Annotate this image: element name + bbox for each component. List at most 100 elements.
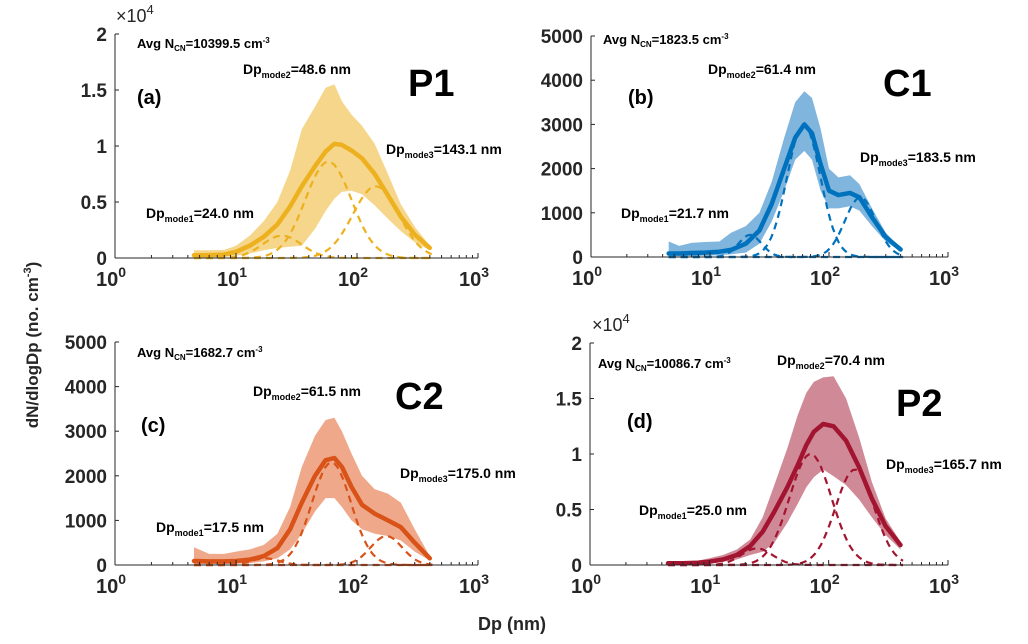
panel-label: (c)	[141, 415, 165, 437]
x-tick-base: 10	[459, 576, 481, 598]
mode-label-sub: mode3	[879, 158, 908, 168]
avg-ncn-sub: CN	[174, 44, 186, 53]
x-tick-label: 102	[338, 264, 368, 291]
mean-line	[191, 455, 433, 564]
x-tick-label: 101	[690, 571, 720, 598]
mode-label-value: =175.0 nm	[448, 465, 516, 481]
y-axis-title: dN/dlogDp (no. cm-3)	[22, 262, 42, 429]
x-tick-exp: 0	[118, 571, 126, 587]
site-label: P2	[896, 383, 942, 425]
site-label: P1	[408, 63, 454, 105]
x-tick-base: 10	[690, 576, 712, 598]
y-tick-label: 5000	[65, 333, 107, 354]
x-tick-base: 10	[338, 576, 360, 598]
x-tick-exp: 2	[832, 263, 840, 279]
y-tick-label: 0.5	[556, 501, 583, 522]
x-tick-label: 100	[571, 571, 601, 598]
x-tick-exp: 0	[593, 571, 601, 587]
avg-ncn-sup: -3	[724, 356, 732, 365]
x-tick-exp: 3	[951, 263, 959, 279]
panel-label: (b)	[628, 87, 654, 109]
avg-ncn-sup: -3	[255, 345, 263, 354]
x-tick-label: 100	[572, 263, 602, 290]
mode-label-value: =143.1 nm	[434, 141, 502, 157]
y-tick-label: 2	[571, 334, 582, 355]
y-tick-label: 0.5	[81, 193, 108, 214]
y-tick-label: 2	[96, 25, 107, 46]
mode-label-dp: Dp	[156, 519, 175, 535]
x-tick-label: 100	[96, 264, 126, 291]
mode-label-1: Dpmode1=17.5 nm	[156, 519, 264, 538]
avg-ncn-sup: -3	[263, 36, 271, 45]
mode-label-dp: Dp	[777, 352, 796, 368]
x-tick-base: 10	[810, 268, 832, 290]
mode-label-dp: Dp	[639, 502, 658, 518]
mode-label-2: Dpmode2=48.6 nm	[243, 61, 351, 80]
y-tick-label: 1000	[541, 204, 583, 225]
avg-ncn-prefix: Avg N	[598, 356, 635, 371]
x-tick-label: 103	[929, 571, 959, 598]
x-tick-base: 10	[929, 268, 951, 290]
mode-label-1: Dpmode1=24.0 nm	[146, 205, 254, 224]
mode-label-sub: mode1	[658, 511, 687, 521]
x-tick-base: 10	[459, 269, 481, 291]
x-tick-exp: 3	[951, 571, 959, 587]
avg-ncn-sub: CN	[635, 364, 647, 373]
avg-ncn-sub: CN	[640, 40, 652, 49]
panel-label: (a)	[137, 87, 161, 109]
y-tick-label: 3000	[541, 115, 583, 136]
mode-label-sub: mode1	[640, 214, 669, 224]
mean-line	[665, 421, 903, 566]
y-tick-label: 0	[571, 556, 582, 577]
mode-label-2: Dpmode2=61.5 nm	[253, 383, 361, 402]
mode-label-dp: Dp	[386, 141, 405, 157]
avg-ncn-prefix: Avg N	[603, 32, 640, 47]
x-tick-label: 102	[338, 571, 368, 598]
std-band	[668, 376, 901, 565]
x-tick-base: 10	[217, 269, 239, 291]
y-tick-label: 1000	[65, 511, 107, 532]
mode-label-dp: Dp	[400, 465, 419, 481]
avg-ncn-label: Avg NCN=10399.5 cm-3	[137, 36, 270, 53]
y-multiplier-base: ×10	[116, 6, 147, 26]
mode-label-3: Dpmode3=165.7 nm	[886, 456, 1002, 475]
mode-label-value: =70.4 nm	[825, 352, 885, 368]
y-multiplier-base: ×10	[592, 315, 623, 335]
x-tick-base: 10	[96, 576, 118, 598]
y-tick-label: 1.5	[556, 390, 583, 411]
mode-label-value: =24.0 nm	[194, 205, 254, 221]
x-tick-exp: 1	[239, 571, 247, 587]
avg-ncn-label: Avg NCN=1682.7 cm-3	[137, 345, 263, 362]
x-tick-base: 10	[338, 269, 360, 291]
x-tick-exp: 2	[360, 264, 368, 280]
x-tick-label: 103	[459, 264, 489, 291]
mode-label-sub: mode3	[419, 474, 448, 484]
x-tick-exp: 1	[239, 264, 247, 280]
x-tick-base: 10	[929, 576, 951, 598]
mode-label-dp: Dp	[621, 205, 640, 221]
mode-label-3: Dpmode3=175.0 nm	[400, 465, 516, 484]
x-tick-base: 10	[691, 268, 713, 290]
avg-ncn-value: =1682.7 cm	[186, 345, 256, 360]
x-tick-label: 100	[96, 571, 126, 598]
avg-ncn-label: Avg NCN=10086.7 cm-3	[598, 356, 731, 373]
x-tick-label: 101	[691, 263, 721, 290]
y-tick-label: 1	[571, 445, 582, 466]
y-tick-label: 0	[572, 248, 583, 269]
avg-ncn-value: =1823.5 cm	[652, 32, 722, 47]
y-multiplier: ×104	[116, 2, 154, 26]
avg-ncn-sup: -3	[721, 32, 729, 41]
mode-label-1: Dpmode1=21.7 nm	[621, 205, 729, 224]
mode-label-1: Dpmode1=25.0 nm	[639, 502, 747, 521]
mode-label-value: =21.7 nm	[669, 205, 729, 221]
mode-label-dp: Dp	[253, 383, 272, 399]
y-tick-label: 5000	[541, 27, 583, 48]
y-multiplier-exp: 4	[147, 2, 154, 17]
x-tick-exp: 0	[118, 264, 126, 280]
mode-label-3: Dpmode3=183.5 nm	[860, 149, 976, 168]
x-tick-label: 103	[929, 263, 959, 290]
